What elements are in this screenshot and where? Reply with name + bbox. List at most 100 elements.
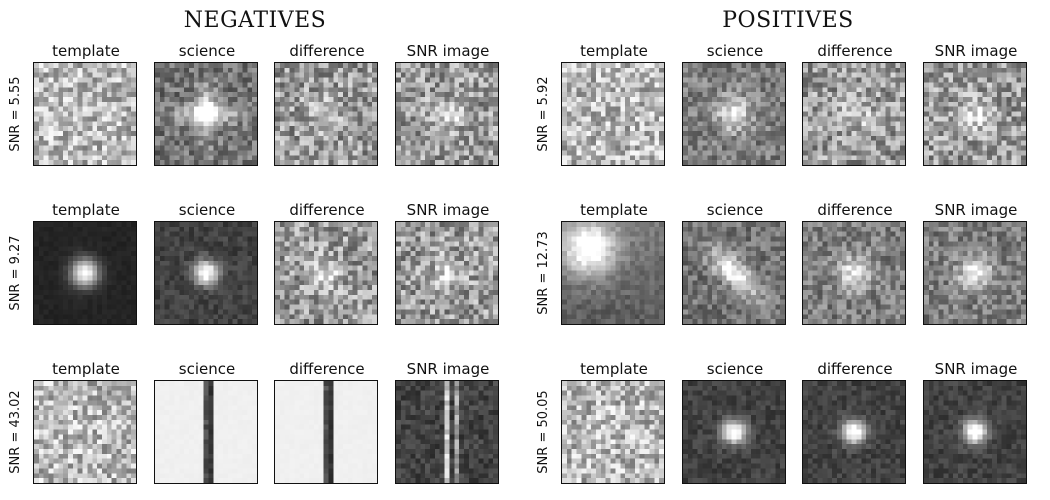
panel-label: science xyxy=(178,201,236,219)
cutout-image xyxy=(923,62,1027,166)
cutout-pixels xyxy=(155,222,257,324)
cutout-pixels xyxy=(34,222,136,324)
cutout-panel: science xyxy=(682,201,788,325)
cutout-pixels xyxy=(396,381,498,483)
cutout-panel: template xyxy=(561,201,667,325)
cutout-panel: SNR image xyxy=(923,201,1029,325)
cutout-panel: SNR image xyxy=(395,360,501,484)
panel-label: SNR image xyxy=(406,42,490,60)
group-title-positives: POSITIVES xyxy=(722,8,854,33)
cutout-image xyxy=(561,62,665,166)
panel-label: difference xyxy=(817,42,893,60)
cutout-image xyxy=(274,380,378,484)
cutout-row: SNR = 5.92 template science difference SNR i… xyxy=(0,42,1050,182)
cutout-row: SNR = 9.27 template science difference SNR i… xyxy=(0,201,1050,341)
panel-label: difference xyxy=(817,360,893,378)
cutout-image xyxy=(33,221,137,325)
cutout-pixels xyxy=(562,63,664,165)
cutout-panel: template xyxy=(561,42,667,166)
cutout-row: SNR = 12.73 template science difference SNR … xyxy=(0,201,1050,341)
cutout-image xyxy=(682,62,786,166)
cutout-panel: template xyxy=(33,360,139,484)
panel-label: difference xyxy=(289,42,365,60)
cutout-panel: template xyxy=(33,201,139,325)
panel-label: science xyxy=(706,360,764,378)
cutout-image xyxy=(395,380,499,484)
panel-label: science xyxy=(178,42,236,60)
cutout-pixels xyxy=(924,381,1026,483)
panel-label: template xyxy=(52,42,120,60)
cutout-panel: template xyxy=(33,42,139,166)
cutout-panel: SNR image xyxy=(923,42,1029,166)
cutout-panel: difference xyxy=(274,201,380,325)
cutout-image xyxy=(561,380,665,484)
panel-label: template xyxy=(580,201,648,219)
cutout-image xyxy=(923,380,1027,484)
cutout-image xyxy=(154,62,258,166)
cutout-panel: difference xyxy=(274,360,380,484)
cutout-pixels xyxy=(275,222,377,324)
cutout-pixels xyxy=(34,381,136,483)
cutout-panel: difference xyxy=(274,42,380,166)
panel-label: SNR image xyxy=(406,201,490,219)
panel-label: science xyxy=(706,42,764,60)
cutout-image xyxy=(682,221,786,325)
cutout-pixels xyxy=(924,63,1026,165)
cutout-pixels xyxy=(683,63,785,165)
cutout-pixels xyxy=(396,222,498,324)
cutout-pixels xyxy=(562,222,664,324)
cutout-pixels xyxy=(396,63,498,165)
panel-label: template xyxy=(52,360,120,378)
group-title-negatives: NEGATIVES xyxy=(183,8,327,33)
cutout-pixels xyxy=(562,381,664,483)
cutout-panel: template xyxy=(561,360,667,484)
cutout-panel: science xyxy=(682,42,788,166)
cutout-image xyxy=(682,380,786,484)
cutout-pixels xyxy=(275,381,377,483)
panel-label: template xyxy=(52,201,120,219)
snr-label: SNR = 50.05 xyxy=(536,390,551,474)
cutout-row: SNR = 5.55 template science difference SNR i… xyxy=(0,42,1050,182)
cutout-panel: science xyxy=(154,360,260,484)
cutout-row: SNR = 50.05 template science difference SNR … xyxy=(0,360,1050,500)
cutout-pixels xyxy=(803,381,905,483)
panel-label: difference xyxy=(817,201,893,219)
panel-label: SNR image xyxy=(406,360,490,378)
cutout-image xyxy=(274,62,378,166)
panel-label: science xyxy=(178,360,236,378)
cutout-pixels xyxy=(683,381,785,483)
cutout-pixels xyxy=(803,222,905,324)
panel-label: SNR image xyxy=(934,42,1018,60)
cutout-image xyxy=(561,221,665,325)
cutout-image xyxy=(802,221,906,325)
panel-label: difference xyxy=(289,360,365,378)
panel-label: SNR image xyxy=(934,360,1018,378)
cutout-panel: SNR image xyxy=(395,42,501,166)
cutout-image xyxy=(802,62,906,166)
panel-label: SNR image xyxy=(934,201,1018,219)
cutout-pixels xyxy=(275,63,377,165)
cutout-image xyxy=(395,62,499,166)
cutout-panel: science xyxy=(154,42,260,166)
cutout-image xyxy=(154,380,258,484)
cutout-pixels xyxy=(155,63,257,165)
cutout-panel: difference xyxy=(802,201,908,325)
cutout-image xyxy=(154,221,258,325)
cutout-image xyxy=(395,221,499,325)
cutout-pixels xyxy=(155,381,257,483)
cutout-image xyxy=(923,221,1027,325)
cutout-row: SNR = 43.02 template science difference SNR … xyxy=(0,360,1050,500)
cutout-pixels xyxy=(924,222,1026,324)
cutout-panel: SNR image xyxy=(923,360,1029,484)
panel-label: difference xyxy=(289,201,365,219)
cutout-panel: science xyxy=(154,201,260,325)
cutout-image xyxy=(802,380,906,484)
panel-label: science xyxy=(706,201,764,219)
cutout-pixels xyxy=(803,63,905,165)
cutout-panel: difference xyxy=(802,360,908,484)
cutout-image xyxy=(33,380,137,484)
snr-label: SNR = 12.73 xyxy=(536,231,551,315)
cutout-image xyxy=(274,221,378,325)
panel-label: template xyxy=(580,42,648,60)
cutout-pixels xyxy=(34,63,136,165)
